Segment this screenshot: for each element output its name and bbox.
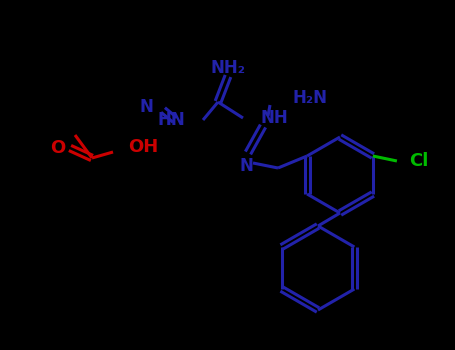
- Text: NH₂: NH₂: [211, 59, 246, 77]
- Text: NH: NH: [260, 109, 288, 127]
- Text: N: N: [139, 98, 153, 116]
- Text: OH: OH: [128, 138, 158, 156]
- Text: O: O: [51, 139, 66, 157]
- Text: N: N: [239, 157, 253, 175]
- Text: H₂N: H₂N: [293, 89, 328, 107]
- Text: Cl: Cl: [409, 152, 428, 170]
- Text: HN: HN: [157, 111, 185, 129]
